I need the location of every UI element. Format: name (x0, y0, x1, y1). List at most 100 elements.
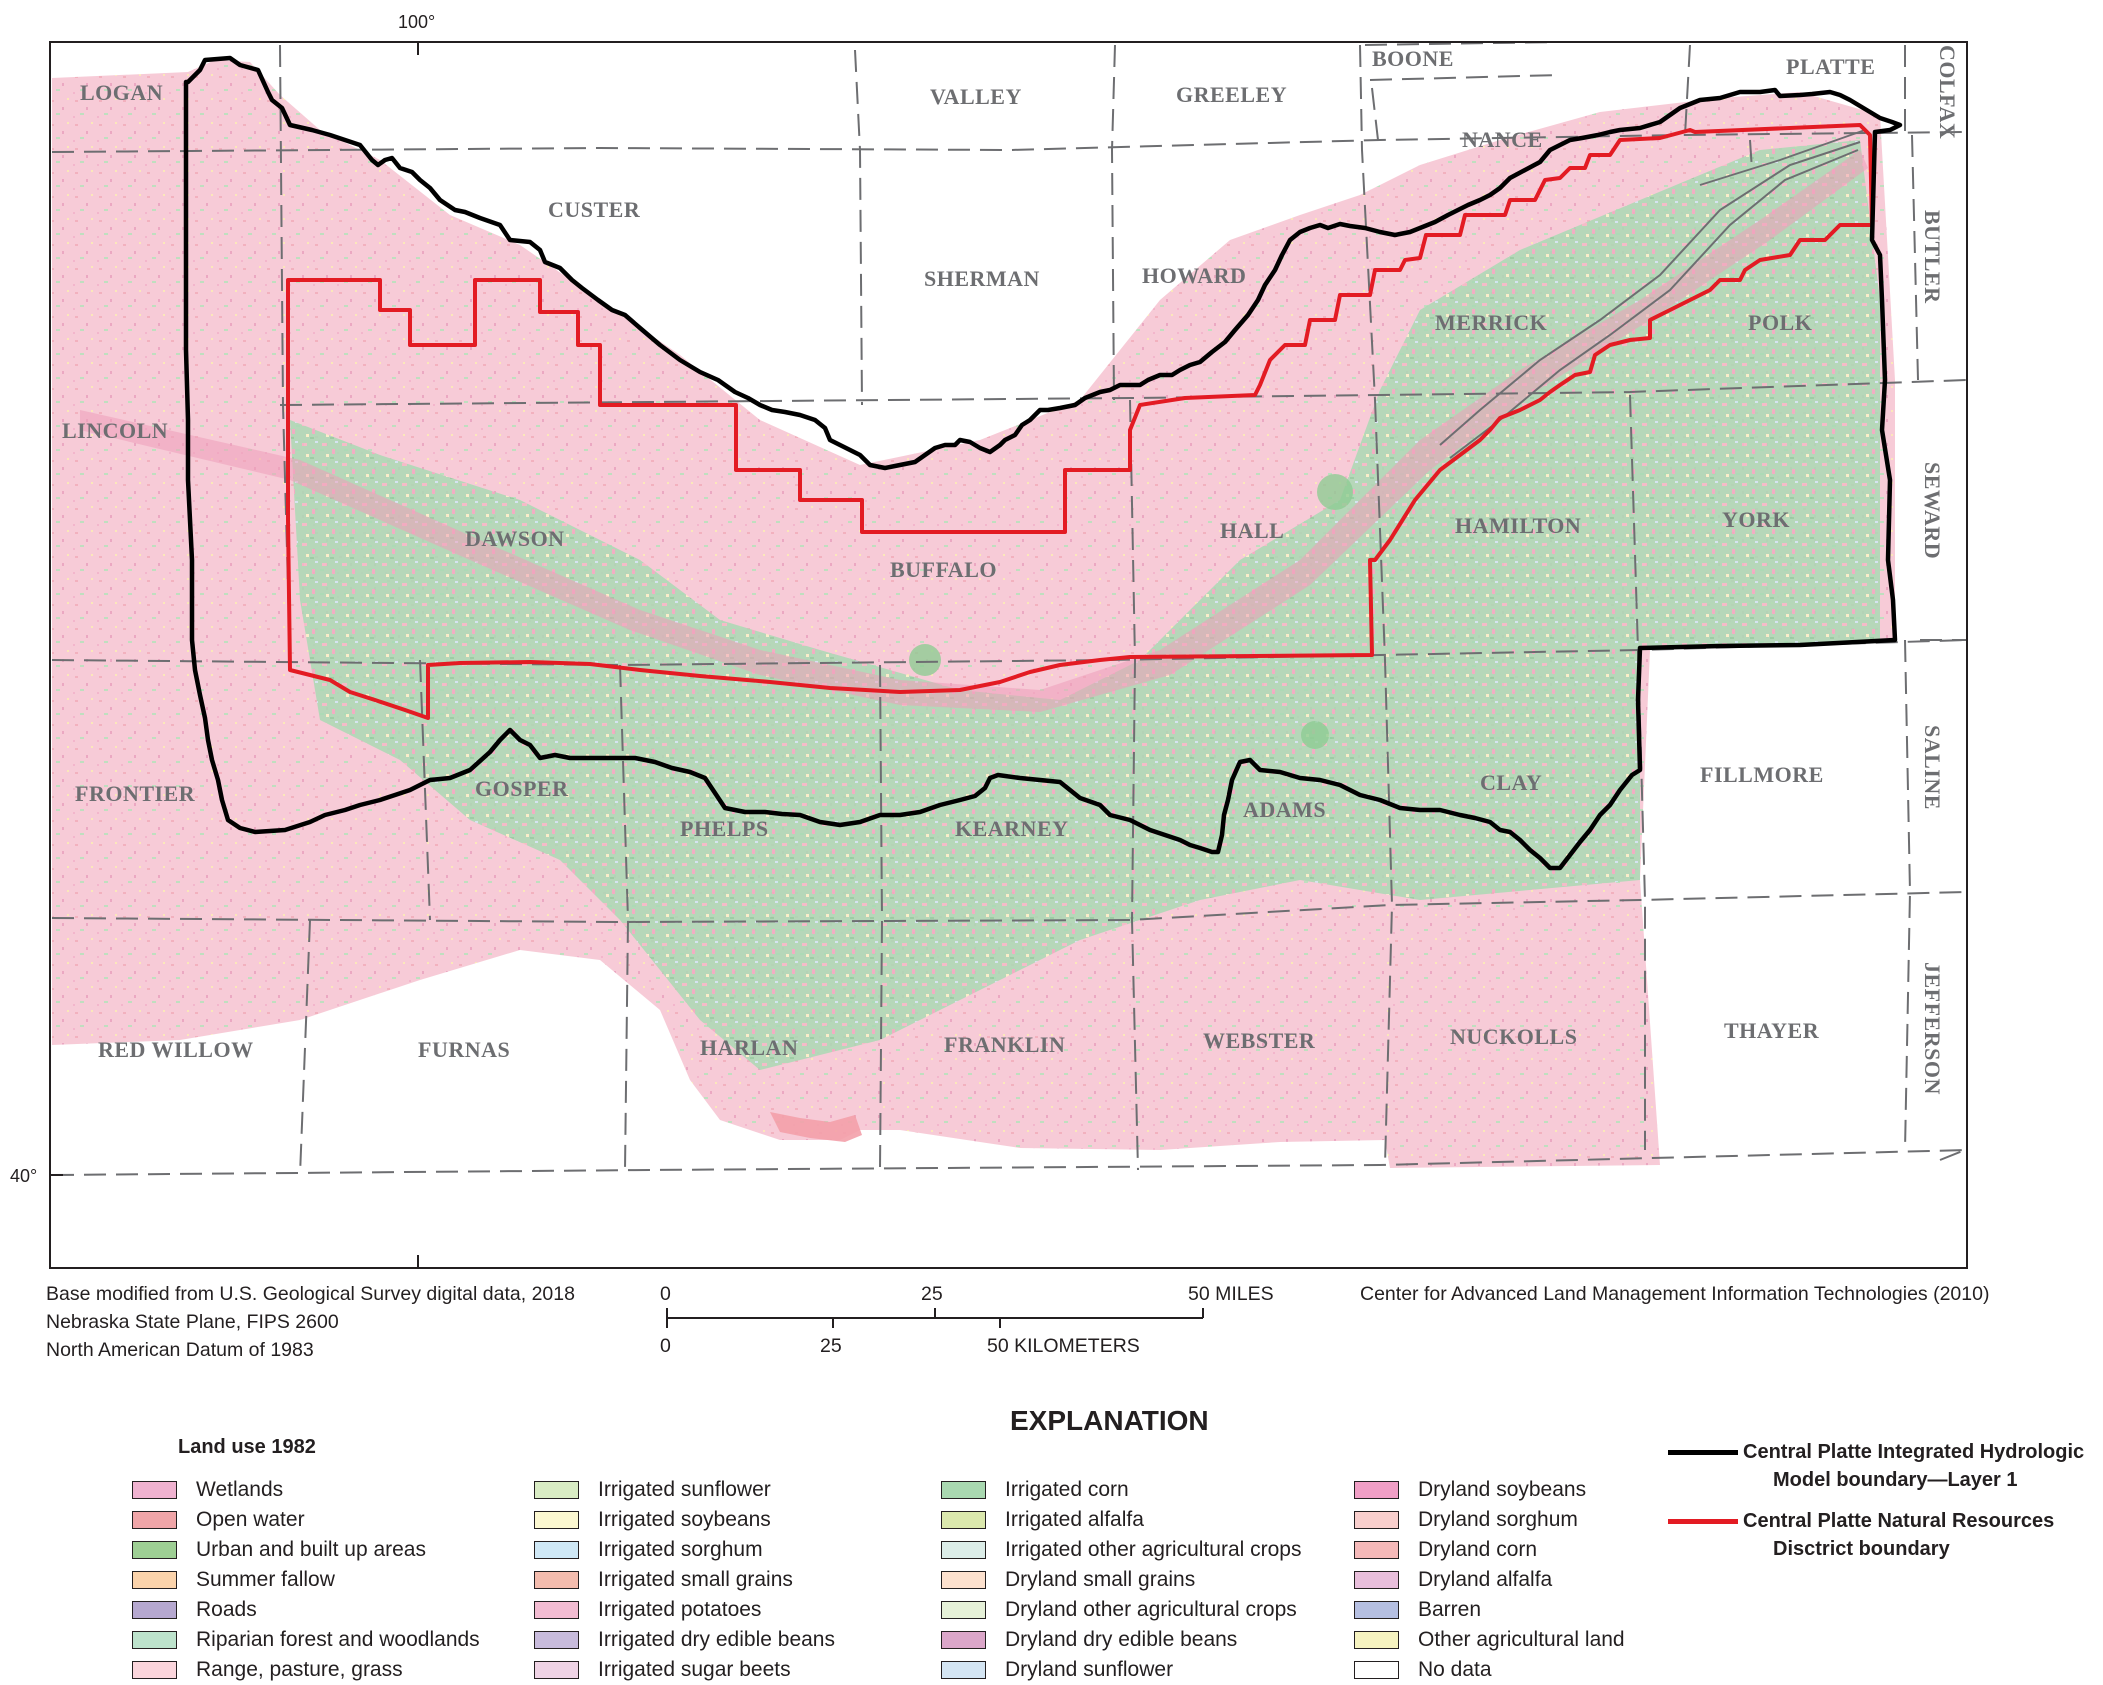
county-label: MERRICK (1435, 310, 1547, 335)
legend-item: Irrigated corn (941, 1475, 1301, 1505)
scale-bar: 0 25 50 MILES 0 25 50 KILOMETERS (660, 1283, 1274, 1357)
legend-column: Wetlands Open water Urban and built up a… (132, 1475, 480, 1685)
legend-line-label: Central Platte Integrated Hydrologic (1743, 1441, 2085, 1463)
legend-item: Dryland sunflower (941, 1655, 1301, 1685)
legend-column: Irrigated corn Irrigated alfalfa Irrigat… (941, 1475, 1301, 1685)
legend-item: Urban and built up areas (132, 1535, 480, 1565)
legend-swatch (534, 1571, 579, 1589)
county-label: THAYER (1724, 1018, 1820, 1043)
county-label: HALL (1220, 518, 1284, 543)
county-label: HOWARD (1142, 263, 1246, 288)
platte-river (1439, 141, 1861, 459)
legend-swatch (534, 1541, 579, 1559)
legend-swatch (941, 1601, 986, 1619)
lat-label: 40° (10, 1166, 37, 1186)
legend-item: Dryland other agricultural crops (941, 1595, 1301, 1625)
landuse-urban-grand-island (1317, 474, 1353, 510)
county-label: JEFFERSON (1920, 962, 1945, 1095)
legend-swatch (941, 1541, 986, 1559)
county-label: SEWARD (1920, 462, 1945, 559)
scale-mile-tick: 25 (921, 1283, 943, 1305)
legend-item: Dryland small grains (941, 1565, 1301, 1595)
legend-heading: Land use 1982 (178, 1436, 316, 1458)
county-label: NUCKOLLS (1450, 1024, 1577, 1049)
county-label: GREELEY (1176, 82, 1287, 107)
county-label: PHELPS (680, 816, 769, 841)
county-label: FRONTIER (75, 781, 196, 806)
legend-item: No data (1354, 1655, 1625, 1685)
legend-item: Range, pasture, grass (132, 1655, 480, 1685)
legend-item: Irrigated sugar beets (534, 1655, 835, 1685)
legend-item: Open water (132, 1505, 480, 1535)
base-credit-line: Base modified from U.S. Geological Surve… (46, 1283, 575, 1305)
legend-line-label: Central Platte Natural Resources (1743, 1510, 2055, 1532)
county-label: BUFFALO (890, 557, 997, 582)
legend-column: Dryland soybeans Dryland sorghum Dryland… (1354, 1475, 1625, 1685)
legend-swatch (1354, 1541, 1399, 1559)
legend-swatch (1354, 1571, 1399, 1589)
legend-swatch (534, 1511, 579, 1529)
legend-item: Other agricultural land (1354, 1625, 1625, 1655)
legend-item: Summer fallow (132, 1565, 480, 1595)
county-label: PLATTE (1786, 54, 1875, 79)
legend-item: Dryland soybeans (1354, 1475, 1625, 1505)
legend-item: Irrigated potatoes (534, 1595, 835, 1625)
legend-item: Irrigated sunflower (534, 1475, 835, 1505)
county-label: GOSPER (475, 776, 569, 801)
county-label: HARLAN (700, 1035, 798, 1060)
legend-line-label: Disctrict boundary (1773, 1538, 1950, 1560)
landuse-river-corridor (80, 150, 1868, 712)
legend-swatch (941, 1631, 986, 1649)
landuse-open-water (770, 1112, 862, 1142)
legend-swatch (534, 1631, 579, 1649)
county-label: COLFAX (1935, 45, 1960, 139)
base-credit-line: North American Datum of 1983 (46, 1339, 314, 1361)
legend-line-label: Model boundary—Layer 1 (1773, 1469, 2018, 1491)
county-label: YORK (1722, 507, 1790, 532)
legend-column: Irrigated sunflower Irrigated soybeans I… (534, 1475, 835, 1685)
county-label: FURNAS (418, 1037, 510, 1062)
legend-swatch (534, 1661, 579, 1679)
county-label: LOGAN (80, 80, 163, 105)
legend-swatch (941, 1661, 986, 1679)
county-label: BUTLER (1920, 210, 1945, 304)
county-label: POLK (1748, 310, 1812, 335)
legend-swatch (1354, 1511, 1399, 1529)
landuse-urban-hastings (1301, 721, 1329, 749)
legend-swatch (132, 1571, 177, 1589)
county-label: ADAMS (1243, 797, 1326, 822)
county-label: WEBSTER (1203, 1028, 1316, 1053)
model-boundary (183, 55, 1903, 871)
landuse-urban-kearney (909, 644, 941, 676)
county-label: HAMILTON (1455, 513, 1581, 538)
legend-swatch (132, 1541, 177, 1559)
legend-item: Barren (1354, 1595, 1625, 1625)
county-label: SHERMAN (924, 266, 1040, 291)
landuse-irrigated-area (290, 140, 1880, 1070)
legend-item: Riparian forest and woodlands (132, 1625, 480, 1655)
legend-item: Dryland alfalfa (1354, 1565, 1625, 1595)
legend-swatch (132, 1661, 177, 1679)
legend-item: Irrigated other agricultural crops (941, 1535, 1301, 1565)
legend-swatch (132, 1631, 177, 1649)
county-label: LINCOLN (62, 418, 168, 443)
legend-item: Roads (132, 1595, 480, 1625)
legend-swatch (941, 1511, 986, 1529)
scale-km-tick: 0 (660, 1335, 671, 1357)
source-credit: Center for Advanced Land Management Info… (1360, 1283, 1989, 1305)
legend-item: Irrigated dry edible beans (534, 1625, 835, 1655)
legend-item: Irrigated sorghum (534, 1535, 835, 1565)
loup-river (1699, 129, 1866, 186)
legend-item: Wetlands (132, 1475, 480, 1505)
legend-swatch (132, 1601, 177, 1619)
legend-swatch (941, 1481, 986, 1499)
legend-item: Irrigated small grains (534, 1565, 835, 1595)
legend-swatch (534, 1601, 579, 1619)
legend-swatch (1354, 1631, 1399, 1649)
map-frame (49, 41, 1968, 1269)
county-label: FILLMORE (1700, 762, 1824, 787)
legend-item: Dryland corn (1354, 1535, 1625, 1565)
legend-swatch (1354, 1601, 1399, 1619)
legend-item: Dryland dry edible beans (941, 1625, 1301, 1655)
